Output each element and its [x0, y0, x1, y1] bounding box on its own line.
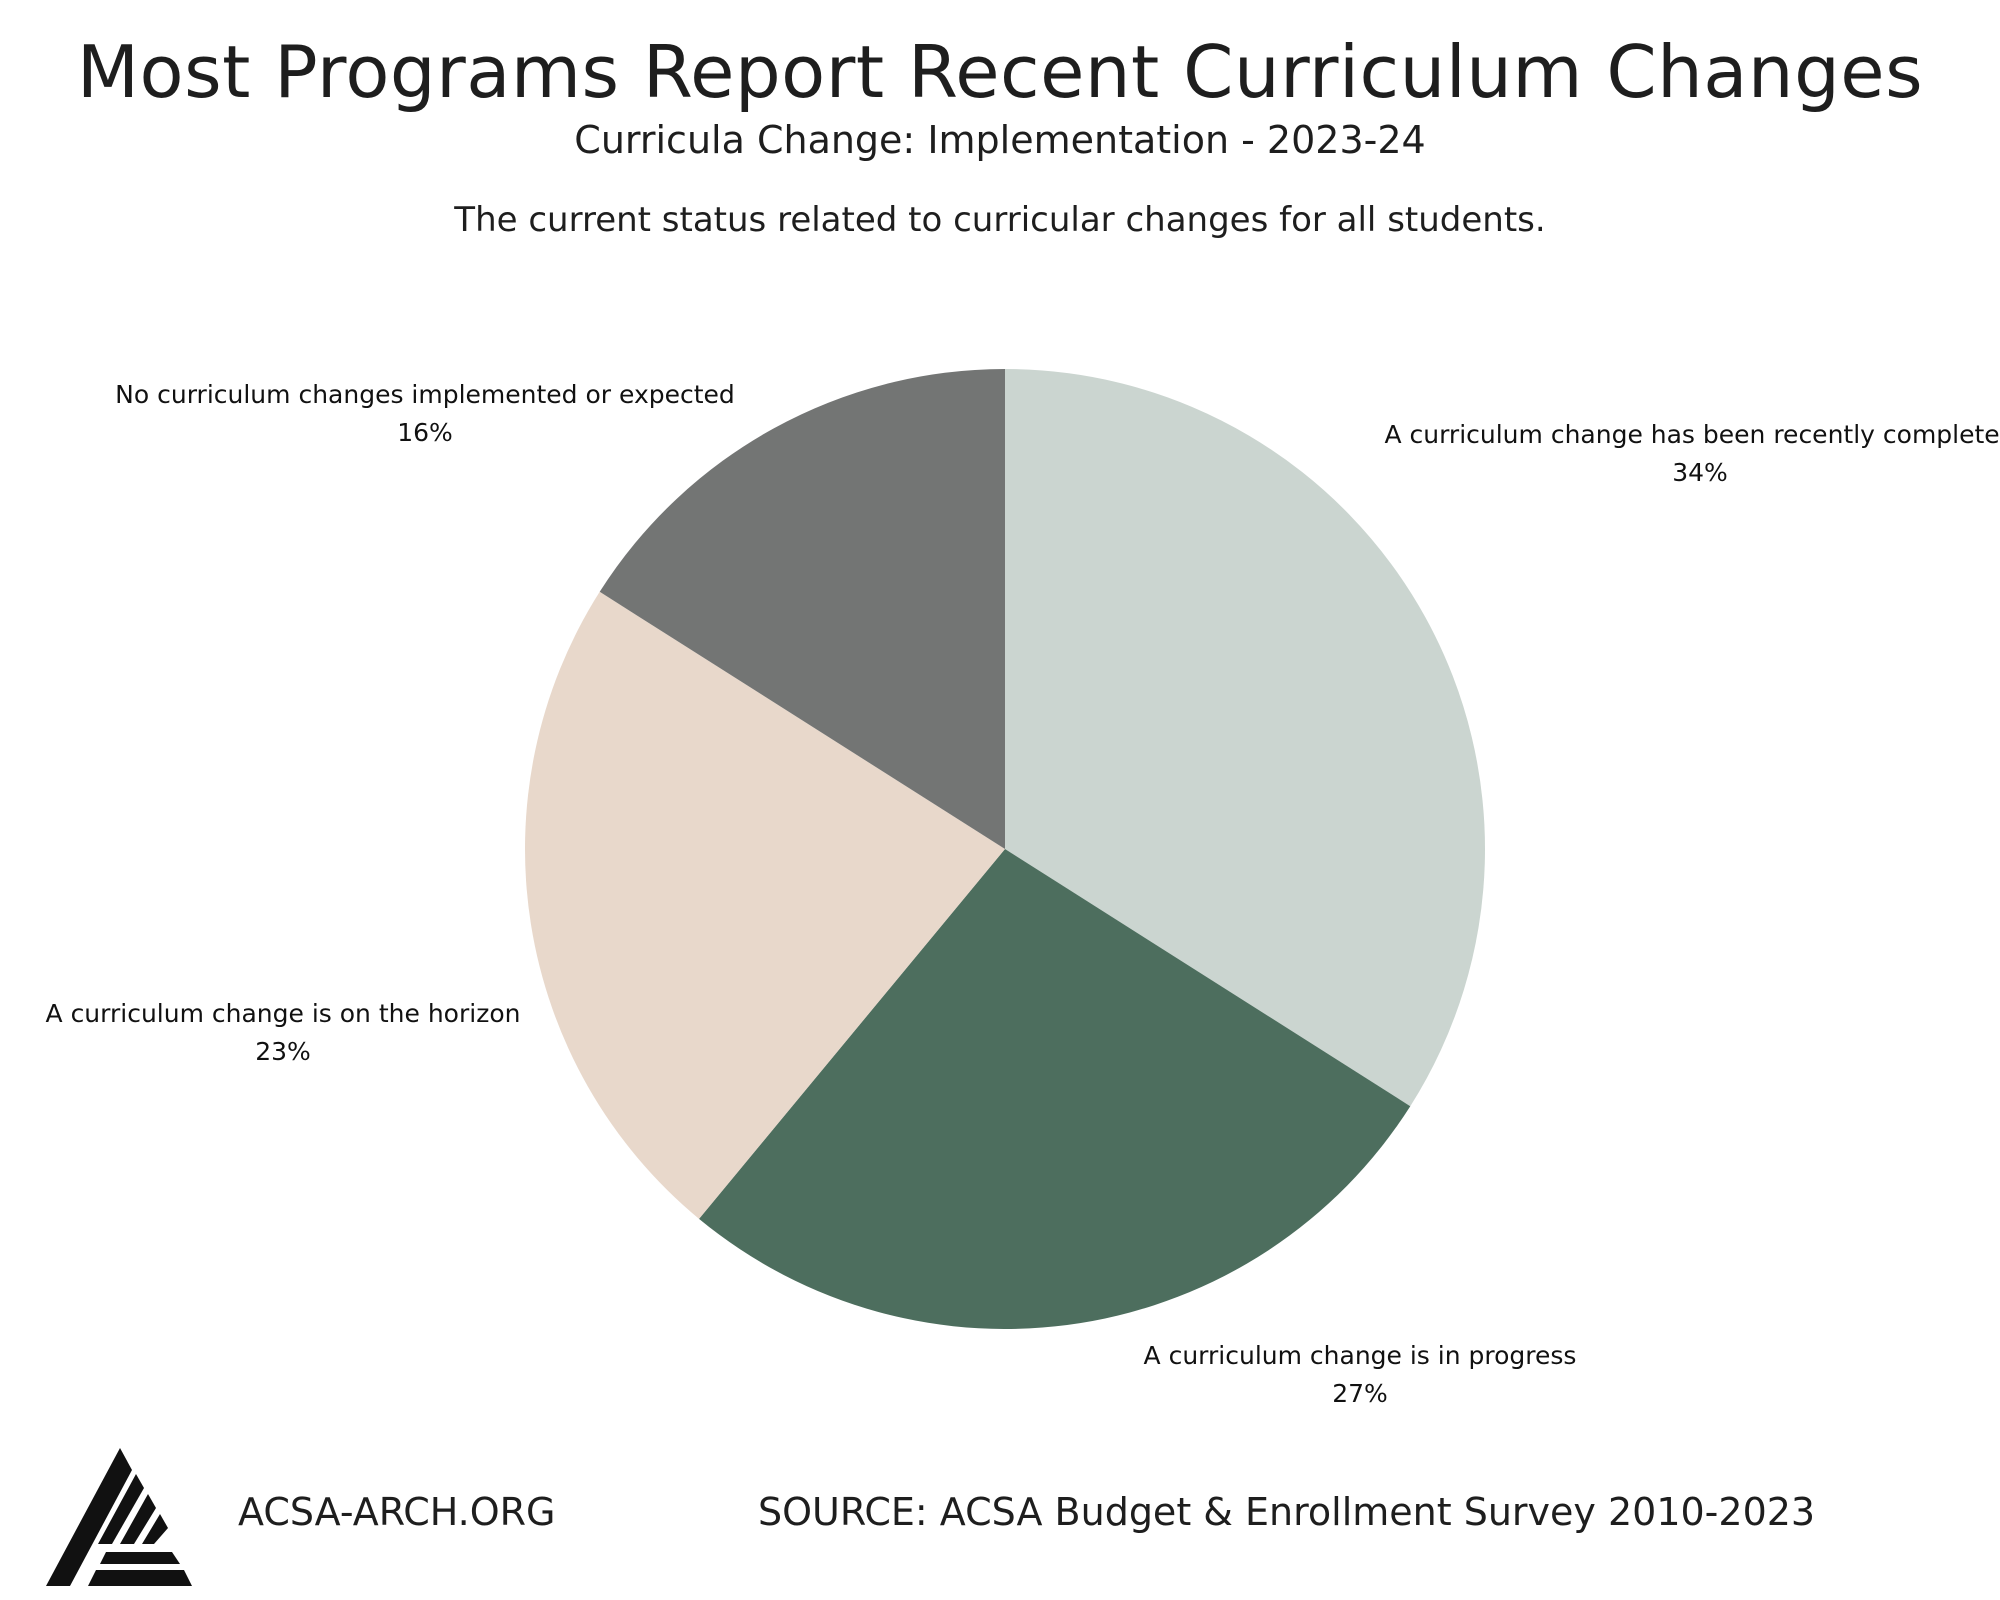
- slice-value-4: 16%: [397, 418, 453, 447]
- pie-labels: A curriculum change has been recently co…: [46, 380, 2000, 1408]
- pie-slice-3: [525, 591, 1005, 1219]
- pie-slices: [525, 369, 1485, 1329]
- slice-label-2: A curriculum change is in progress: [1144, 1341, 1577, 1370]
- slice-value-1: 34%: [1672, 458, 1728, 487]
- slice-value-3: 23%: [255, 1037, 311, 1066]
- chart-title: Most Programs Report Recent Curriculum C…: [76, 30, 1924, 114]
- pie-slice-2: [699, 849, 1411, 1329]
- slice-label-3: A curriculum change is on the horizon: [46, 999, 521, 1028]
- pie-slice-4: [599, 369, 1005, 849]
- acsa-triangle-logo-icon: [46, 1448, 192, 1586]
- slice-label-1: A curriculum change has been recently co…: [1384, 420, 2000, 449]
- pie-slice-1: [1005, 369, 1485, 1107]
- footer-source: SOURCE: ACSA Budget & Enrollment Survey …: [758, 1490, 1816, 1534]
- slice-value-2: 27%: [1332, 1379, 1388, 1408]
- chart-subtitle: Curricula Change: Implementation - 2023-…: [574, 118, 1426, 162]
- footer-website: ACSA-ARCH.ORG: [238, 1490, 556, 1534]
- slice-label-4: No curriculum changes implemented or exp…: [115, 380, 735, 409]
- chart-question: The current status related to curricular…: [454, 200, 1546, 240]
